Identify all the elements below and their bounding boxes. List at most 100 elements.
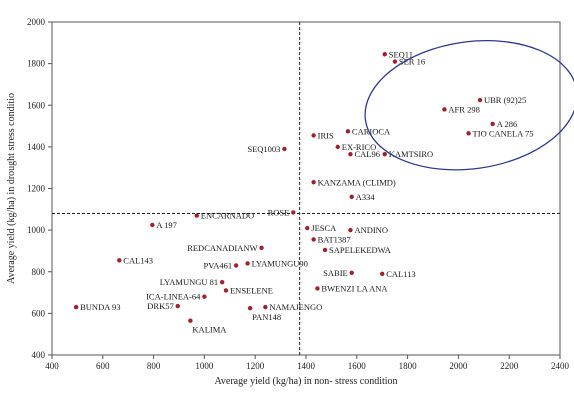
y-tick-label: 1600 bbox=[27, 100, 46, 110]
data-point bbox=[466, 131, 471, 136]
x-tick-label: 1400 bbox=[297, 361, 316, 371]
point-label: SABIE bbox=[323, 268, 348, 278]
x-tick-label: 800 bbox=[147, 361, 161, 371]
data-point bbox=[73, 304, 79, 310]
point-label: ENSELENE bbox=[230, 285, 273, 295]
point-label: REDCANADIANW bbox=[187, 243, 257, 253]
point-label: ROSE bbox=[268, 207, 290, 217]
data-point bbox=[348, 227, 353, 233]
data-point bbox=[194, 213, 199, 218]
point-label: A334 bbox=[356, 192, 376, 202]
point-label: KANZAMA (CLIMD) bbox=[318, 177, 396, 187]
x-tick-label: 1800 bbox=[399, 361, 418, 371]
data-point bbox=[117, 258, 122, 263]
data-point bbox=[322, 247, 328, 253]
y-tick-label: 1200 bbox=[27, 184, 46, 194]
data-point bbox=[247, 305, 253, 311]
y-tick-label: 800 bbox=[32, 267, 46, 277]
data-point bbox=[305, 225, 310, 231]
x-tick-label: 2200 bbox=[500, 361, 519, 371]
point-label: SER 16 bbox=[399, 57, 425, 67]
data-point bbox=[263, 304, 268, 310]
x-tick-label: 1200 bbox=[246, 361, 265, 371]
y-tick-label: 2000 bbox=[27, 17, 46, 27]
x-tick-label: 1600 bbox=[348, 361, 367, 371]
data-point bbox=[259, 245, 264, 251]
tick-layer: 400 600 800 1000 1200 1400 1600 1800 2000 2200 240… bbox=[27, 17, 570, 371]
point-label: CAL113 bbox=[386, 269, 415, 279]
y-tick-label: 400 bbox=[32, 350, 46, 360]
data-point bbox=[349, 270, 354, 275]
point-label: A 197 bbox=[156, 220, 177, 230]
point-label: CAL143 bbox=[123, 255, 153, 265]
data-point bbox=[245, 261, 250, 266]
data-point bbox=[282, 146, 287, 152]
point-label: DRK57 bbox=[147, 301, 173, 311]
data-point bbox=[382, 151, 387, 157]
point-label: ENCARNADO bbox=[201, 211, 254, 221]
y-tick-label: 1800 bbox=[27, 59, 46, 69]
data-point bbox=[202, 294, 207, 299]
point-label: SEQ1003 bbox=[247, 144, 280, 154]
point-label: ICA-LINEA-64 bbox=[146, 292, 201, 302]
point-label: PVA461 bbox=[203, 261, 232, 271]
data-point bbox=[150, 222, 155, 228]
point-label: BAT1387 bbox=[318, 234, 351, 244]
data-point bbox=[382, 52, 387, 57]
data-point bbox=[442, 107, 447, 112]
data-point bbox=[349, 194, 354, 200]
y-axis-title: Average yield (kg/ha) in drought stress … bbox=[6, 93, 17, 284]
data-point bbox=[477, 97, 483, 103]
point-label: AFR 298 bbox=[448, 104, 479, 114]
point-label: CARIOCA bbox=[352, 126, 391, 136]
point-label: CAL96 bbox=[354, 149, 380, 159]
data-point bbox=[490, 121, 495, 127]
data-point bbox=[335, 144, 340, 150]
point-label: KAMTSIRO bbox=[389, 149, 433, 159]
x-tick-label: 2000 bbox=[449, 361, 468, 371]
data-point bbox=[348, 151, 353, 157]
data-point bbox=[188, 318, 193, 323]
point-label: LYAMUNGU90 bbox=[252, 258, 308, 268]
point-label: EX-RICO bbox=[342, 142, 376, 152]
point-label: KALIMA bbox=[192, 325, 227, 335]
y-tick-label: 1400 bbox=[27, 142, 46, 152]
y-tick-label: 600 bbox=[32, 308, 46, 318]
point-label: LYAMUNGU 81 bbox=[160, 277, 218, 287]
x-tick-label: 1000 bbox=[195, 361, 214, 371]
data-point bbox=[233, 263, 239, 268]
x-tick-label: 400 bbox=[45, 361, 59, 371]
point-label: ANDINO bbox=[354, 225, 388, 235]
data-point bbox=[223, 288, 229, 293]
point-label: UBR (92)25 bbox=[484, 95, 526, 105]
y-tick-label: 1000 bbox=[27, 225, 46, 235]
point-label: TIO CANELA 75 bbox=[473, 128, 534, 138]
data-point bbox=[175, 303, 180, 309]
data-point bbox=[311, 133, 316, 138]
data-point bbox=[219, 279, 225, 285]
x-axis-title: Average yield (kg/ha) in non- stress con… bbox=[214, 376, 397, 387]
point-label: SAPELEKEDWA bbox=[329, 245, 392, 255]
x-tick-label: 2400 bbox=[551, 361, 570, 371]
reference-lines bbox=[52, 22, 560, 355]
data-point bbox=[311, 180, 316, 185]
point-label: A 286 bbox=[497, 119, 518, 129]
data-point bbox=[392, 59, 398, 64]
point-label: BWENZI LA ANA bbox=[321, 283, 388, 293]
data-point bbox=[315, 286, 320, 291]
point-label: NAMAJENGO bbox=[269, 302, 322, 312]
data-point bbox=[311, 237, 316, 242]
highlight-ellipse bbox=[364, 40, 574, 171]
data-point bbox=[345, 129, 351, 134]
point-label: PAN148 bbox=[252, 312, 281, 322]
data-point bbox=[380, 271, 385, 277]
point-label: BUNDA 93 bbox=[80, 302, 120, 312]
point-label: SEQ11 bbox=[389, 49, 413, 59]
x-tick-label: 600 bbox=[96, 361, 110, 371]
data-point bbox=[291, 210, 296, 215]
point-label: IRIS bbox=[318, 130, 334, 140]
